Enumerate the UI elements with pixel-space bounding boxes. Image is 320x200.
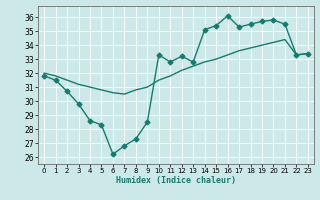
X-axis label: Humidex (Indice chaleur): Humidex (Indice chaleur) bbox=[116, 176, 236, 185]
